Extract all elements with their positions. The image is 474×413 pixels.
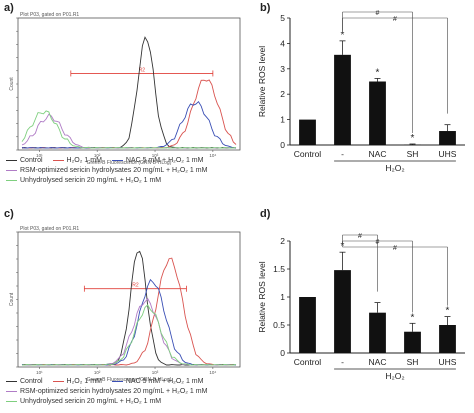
histogram-title: Plot P03, gated on P01.R1 [20, 226, 79, 232]
histogram-frame [17, 17, 241, 151]
bar-NAC [369, 81, 386, 145]
legend-swatch-uhs [6, 400, 17, 402]
legend-label-rsm: RSM-optimized sericin hydrolysates 20 mg… [20, 167, 208, 174]
bar-SH [404, 144, 421, 145]
significance-star: * [376, 67, 380, 78]
bar-SH [404, 331, 421, 353]
legend-swatch-nac [111, 380, 123, 382]
legend-swatch-h2o2 [52, 380, 64, 382]
legend-swatch-rsm [6, 169, 17, 171]
y-tick-label: 0.5 [273, 320, 285, 330]
y-axis-label: Relative ROS level [257, 46, 267, 117]
x-tick-label: SH [407, 149, 419, 159]
legend-label-nac: NAC 5 mM + H₂O₂ 1 mM [125, 378, 204, 385]
histogram-xlabel: Green-B Fluorescence (GRN-B-HLog) [87, 160, 172, 166]
y-tick-label: 1 [280, 115, 285, 125]
histogram-xtick-label: 10¹ [36, 153, 43, 158]
histogram-xtick-label: 10³ [152, 153, 159, 158]
panel-label-c: c) [4, 208, 14, 220]
gate-label: R2 [139, 67, 146, 73]
bracket-label: # [376, 239, 380, 246]
histogram-xtick-label: 10⁴ [209, 370, 216, 375]
bar-Control [299, 297, 316, 353]
significance-star: * [411, 133, 415, 144]
bar-UHS [439, 131, 456, 145]
x-tick-label: Control [294, 357, 322, 367]
histogram-xtick-label: 10³ [152, 370, 159, 375]
y-tick-label: 0 [280, 140, 285, 150]
legend-swatch-control [6, 159, 17, 161]
x-tick-label: UHS [439, 357, 457, 367]
panel-label-d: d) [260, 208, 271, 220]
x-tick-label: - [341, 357, 344, 367]
x-tick-label: Control [294, 149, 322, 159]
x-tick-label: NAC [369, 149, 387, 159]
legend-label-nac: NAC 5 mM + H₂O₂ 1 mM [125, 157, 204, 164]
y-tick-label: 2 [280, 89, 285, 99]
histogram-ylabel: Count [9, 292, 15, 306]
histogram-title: Plot P03, gated on P01.R1 [20, 12, 79, 18]
panel-label-b: b) [260, 2, 271, 14]
histogram-series-uhs [22, 304, 237, 366]
histogram-frame [17, 231, 241, 368]
histogram-xtick-label: 10² [94, 370, 101, 375]
histogram-series-uhs [21, 110, 237, 149]
y-axis-label: Relative ROS level [257, 261, 267, 332]
histogram-xtick-label: 10¹ [36, 370, 43, 375]
legend-swatch-nac [111, 159, 123, 161]
legend-label-uhs: Unhydrolysed sericin 20 mg/mL + H₂O₂ 1 m… [20, 177, 162, 184]
bracket-label: # [358, 233, 362, 240]
legend-bottom: Control H₂O₂ 1 mM NAC 5 mM + H₂O₂ 1 mM R… [6, 377, 207, 407]
histogram-xtick-label: 10⁴ [209, 153, 216, 158]
y-tick-label: 4 [280, 38, 285, 48]
histogram-ylabel: Count [9, 77, 15, 91]
y-tick-label: 1.5 [273, 264, 285, 274]
legend-label-rsm: RSM-optimized sericin hydrolysates 20 mg… [20, 388, 208, 395]
gate-label: R2 [132, 283, 139, 289]
y-tick-label: 5 [280, 13, 285, 23]
legend-label-h2o2: H₂O₂ 1 mM [66, 378, 102, 385]
legend-top: Control H₂O₂ 1 mM NAC 5 mM + H₂O₂ 1 mM R… [6, 156, 207, 186]
legend-label-control: Control [20, 378, 43, 385]
bar-Control [299, 119, 316, 145]
legend-swatch-control [6, 380, 17, 382]
significance-star: * [411, 312, 415, 323]
y-tick-label: 1 [280, 292, 285, 302]
bracket-label: # [393, 245, 397, 252]
significance-star: * [341, 30, 345, 41]
x-tick-label: NAC [369, 357, 387, 367]
legend-label-uhs: Unhydrolysed sericin 20 mg/mL + H₂O₂ 1 m… [20, 398, 162, 405]
x-axis-label: H₂O₂ [385, 163, 404, 173]
legend-label-h2o2: H₂O₂ 1 mM [66, 157, 102, 164]
significance-star: * [446, 306, 450, 317]
bracket-label: # [393, 16, 397, 23]
histogram-xlabel: Green-B Fluorescence (GRN-B-HLog) [87, 377, 172, 383]
bar-NAC [369, 312, 386, 353]
x-tick-label: - [341, 149, 344, 159]
legend-swatch-h2o2 [52, 159, 64, 161]
panel-label-a: a) [4, 2, 14, 14]
histogram-xtick-label: 10² [94, 153, 101, 158]
legend-label-control: Control [20, 157, 43, 164]
bar-- [334, 270, 351, 353]
x-tick-label: SH [407, 357, 419, 367]
y-tick-label: 3 [280, 64, 285, 74]
y-tick-label: 0 [280, 348, 285, 358]
bar-- [334, 54, 351, 145]
y-tick-label: 2 [280, 236, 285, 246]
bracket-label: # [376, 10, 380, 17]
bar-UHS [439, 325, 456, 353]
x-tick-label: UHS [439, 149, 457, 159]
legend-swatch-uhs [6, 179, 17, 181]
x-axis-label: H₂O₂ [385, 371, 404, 381]
legend-swatch-rsm [6, 390, 17, 392]
